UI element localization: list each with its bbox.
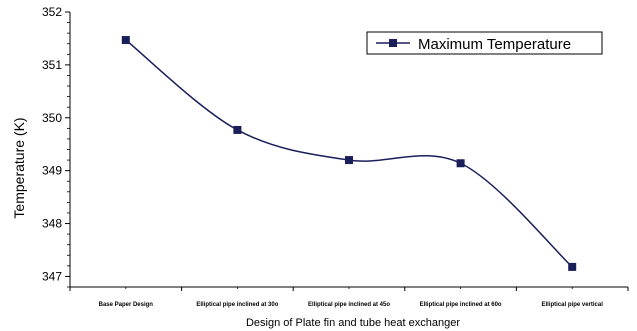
y-tick-label: 347	[42, 269, 62, 283]
y-tick-label: 349	[42, 164, 62, 178]
legend-box	[366, 31, 603, 55]
data-point-marker	[456, 159, 465, 168]
legend-label: Maximum Temperature	[418, 36, 571, 53]
x-tick-label: Elliptical pipe inclined at 30o	[196, 302, 278, 308]
x-tick-label: Elliptical pipe inclined at 60o	[420, 302, 502, 308]
x-tick-label: Elliptical pipe vertical	[542, 302, 604, 308]
series-layer	[121, 36, 577, 271]
x-tick-label: Elliptical pipe inclined at 45o	[308, 302, 390, 308]
data-point-marker	[568, 262, 577, 271]
x-tick-label: Base Paper Design	[99, 302, 154, 308]
y-tick-label: 348	[42, 217, 62, 231]
data-point-marker	[345, 156, 353, 165]
x-axis-label: Design of Plate fin and tube heat exchan…	[246, 317, 460, 329]
y-tick-label: 352	[42, 5, 62, 19]
series-line	[125, 39, 573, 268]
data-point-marker	[121, 36, 130, 45]
chart-ticks: 347 348 349 350 351 352 Base Paper Design Ellip…	[42, 5, 629, 308]
y-tick-label: 350	[42, 111, 62, 125]
legend: Maximum Temperature	[366, 31, 603, 55]
y-tick-label: 351	[42, 58, 62, 72]
y-axis-label: Temperature (K)	[11, 117, 27, 218]
data-point-marker	[233, 125, 242, 134]
legend-marker	[389, 39, 397, 47]
